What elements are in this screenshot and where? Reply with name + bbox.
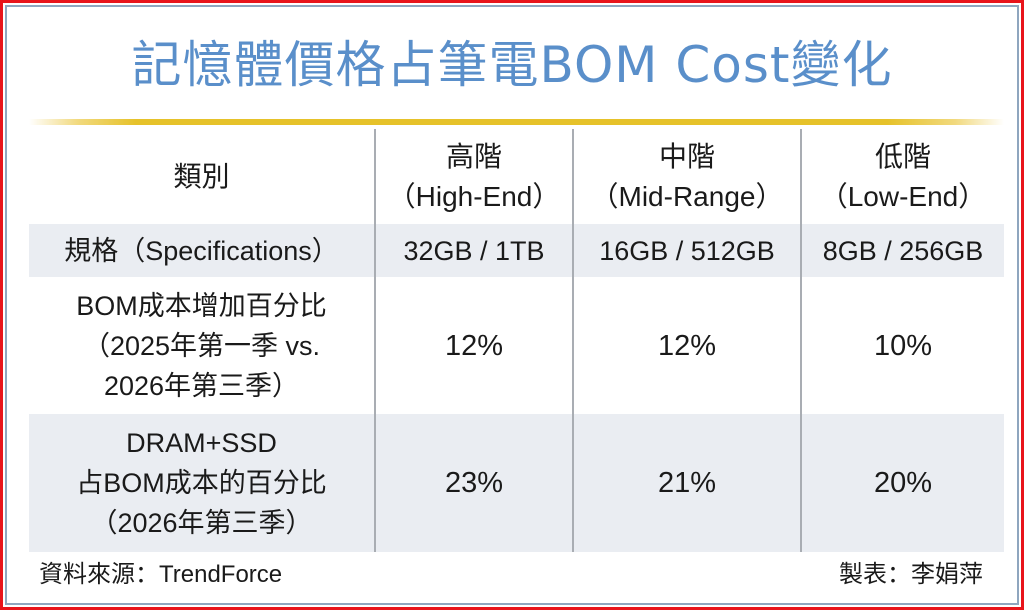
infographic-frame: 記憶體價格占筆電BOM Cost變化 類別 高階 （High-End） 中階 （… xyxy=(5,5,1019,605)
header-high-end: 高階 （High-End） xyxy=(374,129,572,224)
cell-low-end: 10% xyxy=(800,277,1004,414)
table-header-row: 類別 高階 （High-End） 中階 （Mid-Range） 低階 （Low-… xyxy=(29,129,1004,224)
cell-high-end: 23% xyxy=(374,414,572,552)
cell-value: 20% xyxy=(873,467,933,499)
row-label-line: 2026年第三季） xyxy=(103,370,300,401)
header-category-label: 類別 xyxy=(173,160,230,192)
row-label-line: 規格（Specifications） xyxy=(64,235,339,266)
cell-value: 21% xyxy=(657,467,717,499)
header-low-end-en: （Low-End） xyxy=(819,180,987,212)
row-label-line: （2026年第三季） xyxy=(90,508,313,538)
header-mid-range-zh: 中階 xyxy=(658,140,715,172)
table-row-bom-increase: BOM成本增加百分比 （2025年第一季 vs. 2026年第三季） 12% 1… xyxy=(29,277,1004,414)
row-label-line: 占BOM成本的百分比 xyxy=(76,468,327,498)
header-low-end-zh: 低階 xyxy=(874,140,931,172)
table-row-specifications: 規格（Specifications） 32GB / 1TB 16GB / 512… xyxy=(29,224,1004,277)
cell-high-end: 32GB / 1TB xyxy=(374,224,572,277)
cell-high-end: 12% xyxy=(374,277,572,414)
cell-value: 23% xyxy=(444,467,504,499)
row-label-line: （2025年第一季 vs. xyxy=(82,330,321,361)
header-mid-range: 中階 （Mid-Range） xyxy=(572,129,800,224)
header-low-end: 低階 （Low-End） xyxy=(800,129,1004,224)
title-divider xyxy=(29,119,1004,125)
cell-mid-range: 12% xyxy=(572,277,800,414)
table-row-dram-ssd-share: DRAM+SSD 占BOM成本的百分比 （2026年第三季） 23% 21% 2… xyxy=(29,414,1004,552)
header-high-end-zh: 高階 xyxy=(445,140,502,172)
header-mid-range-en: （Mid-Range） xyxy=(590,180,784,212)
row-label: BOM成本增加百分比 （2025年第一季 vs. 2026年第三季） xyxy=(29,277,374,414)
row-label-line: BOM成本增加百分比 xyxy=(76,290,327,321)
cell-low-end: 8GB / 256GB xyxy=(800,224,1004,277)
cell-mid-range: 16GB / 512GB xyxy=(572,224,800,277)
page-title: 記憶體價格占筆電BOM Cost變化 xyxy=(131,36,893,94)
comparison-table: 類別 高階 （High-End） 中階 （Mid-Range） 低階 （Low-… xyxy=(29,129,1004,552)
credit-note: 製表：李娟萍 xyxy=(839,561,983,588)
header-high-end-en: （High-End） xyxy=(387,180,561,212)
cell-value: 12% xyxy=(657,329,717,362)
cell-value: 16GB / 512GB xyxy=(599,235,775,266)
row-label: DRAM+SSD 占BOM成本的百分比 （2026年第三季） xyxy=(29,414,374,552)
row-label: 規格（Specifications） xyxy=(29,224,374,277)
source-note: 資料來源：TrendForce xyxy=(39,561,283,588)
cell-value: 12% xyxy=(444,329,504,362)
cell-value: 32GB / 1TB xyxy=(403,235,545,266)
cell-mid-range: 21% xyxy=(572,414,800,552)
cell-value: 8GB / 256GB xyxy=(822,235,984,266)
row-label-line: DRAM+SSD xyxy=(126,428,277,458)
header-category: 類別 xyxy=(29,129,374,224)
cell-value: 10% xyxy=(873,329,933,362)
cell-low-end: 20% xyxy=(800,414,1004,552)
